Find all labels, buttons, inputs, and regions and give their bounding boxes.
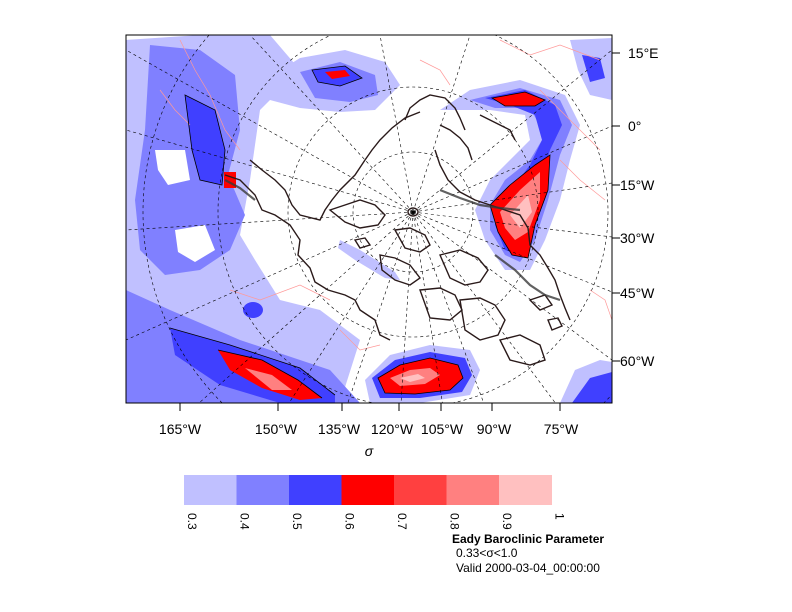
coastlines (224, 94, 571, 366)
colorbar-swatch (341, 475, 395, 505)
contour-fill-band (492, 92, 545, 106)
right-axis-label: 0° (628, 118, 641, 134)
bottom-axis-label: 150°W (255, 421, 298, 437)
contour-fill-band (510, 195, 532, 228)
colorbar-label: 0.9 (500, 513, 514, 530)
shaded-field (126, 35, 612, 403)
map-frame (125, 34, 613, 404)
x-axis-title: σ (365, 443, 374, 459)
colorbar-swatch (394, 475, 447, 505)
colorbar-swatch (236, 475, 290, 505)
colorbar-swatch (289, 475, 342, 505)
right-axis: 15°E 0° 15°W 30°W 45°W 60°W (612, 45, 659, 369)
contour-fill-band (175, 225, 215, 262)
contour-fill-band (572, 372, 612, 403)
coastlines-thick (224, 179, 561, 302)
contour-fill-band (338, 240, 400, 280)
colorbar-label: 0.6 (343, 513, 357, 530)
lat-lon-grid (126, 35, 612, 403)
map-area (126, 35, 612, 403)
contour-fill-band (400, 374, 425, 382)
chart-title: Eady Baroclinic Parameter (452, 532, 604, 546)
bottom-axis-label: 90°W (477, 421, 512, 437)
contour-fill-band (155, 150, 190, 185)
contour-fill-band (582, 55, 605, 82)
chart-subtitle: 0.33<σ<1.0 (456, 546, 518, 560)
bottom-axis-label: 105°W (421, 421, 464, 437)
colorbar-label: 1 (553, 513, 567, 520)
bottom-axis: 165°W 150°W 135°W 120°W 105°W 90°W 75°W … (159, 403, 579, 459)
colorbar-swatch (446, 475, 500, 505)
right-axis-label: 15°E (628, 45, 659, 61)
colorbar-swatch (184, 475, 237, 505)
colorbar-label: 0.7 (395, 513, 409, 530)
bottom-axis-label: 75°W (544, 421, 579, 437)
contour-fill-band (245, 368, 292, 390)
colorbar: 0.3 0.4 0.5 0.6 0.7 0.8 0.9 1 (184, 475, 567, 530)
right-axis-label: 45°W (620, 285, 655, 301)
right-axis-label: 60°W (620, 353, 655, 369)
bottom-axis-label: 120°W (371, 421, 414, 437)
bottom-axis-label: 165°W (159, 421, 202, 437)
right-axis-label: 15°W (620, 177, 655, 193)
contour-lines (169, 65, 551, 399)
contour-fill-band (325, 70, 350, 79)
contour-fill-band (135, 45, 245, 275)
valid-time: Valid 2000-03-04_00:00:00 (456, 561, 600, 575)
contour-fill-band (243, 302, 263, 318)
colorbar-label: 0.5 (290, 513, 304, 530)
contour-fill-band (185, 95, 225, 185)
colorbar-label: 0.4 (238, 513, 252, 530)
colorbar-swatch (499, 475, 552, 505)
right-axis-label: 30°W (620, 230, 655, 246)
colorbar-label: 0.8 (448, 513, 462, 530)
bottom-axis-label: 135°W (318, 421, 361, 437)
colorbar-label: 0.3 (185, 513, 199, 530)
